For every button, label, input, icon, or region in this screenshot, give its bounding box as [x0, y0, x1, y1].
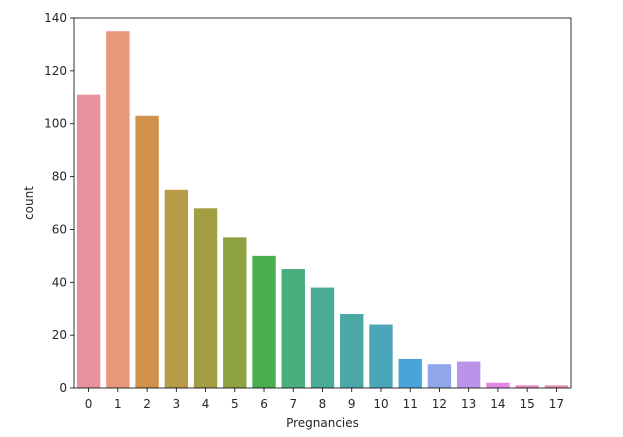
- y-tick-label: 20: [52, 328, 67, 342]
- y-tick-label: 40: [52, 275, 67, 289]
- plot-frame: [73, 17, 572, 389]
- bar-1: [106, 31, 130, 388]
- bar-11: [398, 358, 422, 388]
- x-tick-label: 14: [490, 397, 505, 411]
- y-tick-label: 60: [52, 222, 67, 236]
- x-tick-label: 1: [114, 397, 122, 411]
- x-tick-label: 0: [85, 397, 93, 411]
- x-tick-label: 15: [520, 397, 535, 411]
- bar-3: [164, 189, 189, 388]
- bar-4: [193, 208, 218, 388]
- y-tick-label: 80: [52, 170, 67, 184]
- x-tick-label: 4: [202, 397, 210, 411]
- y-tick-label: 100: [44, 117, 67, 131]
- bar-5: [223, 237, 247, 388]
- bar-10: [369, 324, 393, 388]
- y-axis-label: count: [22, 186, 36, 220]
- x-axis-label: Pregnancies: [286, 416, 359, 430]
- x-tick-label: 17: [549, 397, 564, 411]
- x-tick-label: 7: [289, 397, 297, 411]
- x-tick-label: 9: [348, 397, 356, 411]
- bar-2: [135, 115, 159, 389]
- x-tick-label: 8: [319, 397, 327, 411]
- bar-17: [544, 385, 569, 388]
- bar-14: [486, 382, 510, 388]
- x-tick-label: 2: [143, 397, 151, 411]
- y-tick-label: 120: [44, 64, 67, 78]
- bar-7: [281, 269, 305, 388]
- bar-12: [427, 364, 452, 388]
- x-tick-label: 12: [432, 397, 447, 411]
- bar-15: [515, 385, 539, 388]
- y-axis-ticks: 0 20 40 60 80 100 120 140: [44, 11, 74, 395]
- y-tick-label: 0: [59, 381, 67, 395]
- bar-6: [252, 255, 276, 388]
- x-tick-label: 3: [173, 397, 181, 411]
- bar-0: [76, 94, 101, 389]
- x-tick-label: 5: [231, 397, 239, 411]
- x-tick-label: 11: [403, 397, 418, 411]
- x-tick-label: 13: [461, 397, 476, 411]
- bar-13: [456, 361, 481, 388]
- x-axis-ticks: 0 1 2 3 4 5 6 7 8 9 10 11 12 13 14 15 17: [85, 388, 564, 411]
- bars-group: [76, 31, 569, 389]
- bar-9: [340, 314, 364, 388]
- x-tick-label: 6: [260, 397, 268, 411]
- bar-8: [310, 287, 335, 388]
- x-tick-label: 10: [373, 397, 388, 411]
- y-tick-label: 140: [44, 11, 67, 25]
